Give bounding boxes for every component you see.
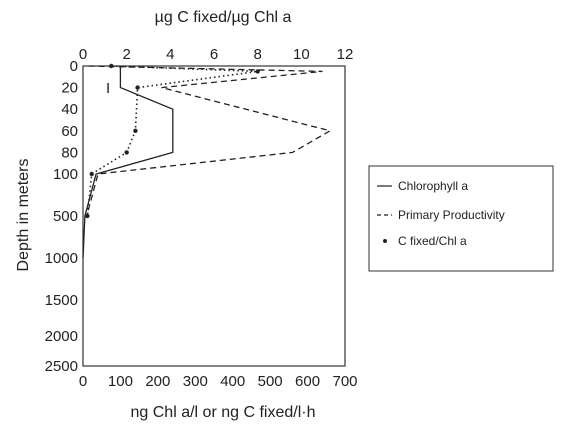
top-tick-label: 2 <box>122 46 130 63</box>
series-point <box>85 213 90 219</box>
depth-tick-label: 60 <box>61 123 78 140</box>
series-line-solid <box>82 66 174 259</box>
bottom-tick-labels: 0 100 200 300 400 500 600 700 <box>79 373 358 390</box>
top-tick-label: 10 <box>293 46 310 63</box>
annotation-mark: I <box>106 80 110 97</box>
legend-swatch-cfixed <box>383 239 387 243</box>
series-point <box>89 171 94 177</box>
series-point <box>135 85 140 90</box>
depth-tick-label: 40 <box>61 101 78 118</box>
left-axis-title: Depth in meters <box>15 159 32 272</box>
series-point <box>255 69 260 74</box>
bottom-tick-label: 400 <box>220 373 245 390</box>
bottom-tick-label: 200 <box>145 373 170 390</box>
depth-tick-label: 1500 <box>45 292 78 309</box>
bottom-tick-label: 600 <box>295 373 320 390</box>
legend: Chlorophyll a Primary Productivity C fix… <box>368 165 554 272</box>
bottom-tick-label: 700 <box>332 373 357 390</box>
depth-tick-label: 2500 <box>45 358 78 375</box>
depth-tick-labels: 0 20 40 60 80 100 500 1000 1500 2000 2500 <box>45 58 78 375</box>
top-tick-label: 0 <box>79 46 87 63</box>
top-tick-label: 12 <box>337 46 354 63</box>
legend-label-chlorophyll: Chlorophyll a <box>398 179 468 193</box>
depth-tick-label: 100 <box>53 166 78 183</box>
bottom-axis-title: ng Chl a/l or ng C fixed/l·h <box>131 404 316 421</box>
depth-tick-label: 20 <box>61 80 78 97</box>
legend-box <box>368 165 554 272</box>
top-tick-labels: 0 2 4 6 8 10 12 <box>79 46 354 63</box>
series-point <box>124 150 129 155</box>
top-tick-label: 4 <box>166 46 174 63</box>
plot-frame <box>82 65 346 367</box>
depth-tick-label: 0 <box>70 58 78 75</box>
bottom-tick-label: 100 <box>108 373 133 390</box>
depth-tick-label: 1000 <box>45 250 78 267</box>
top-tick-label: 8 <box>253 46 261 63</box>
bottom-tick-label: 500 <box>258 373 283 390</box>
top-axis-title: µg C fixed/µg Chl a <box>155 9 292 26</box>
bottom-tick-label: 0 <box>79 373 87 390</box>
series-point <box>109 63 114 69</box>
legend-label-cfixed: C fixed/Chl a <box>398 234 467 248</box>
series-point <box>133 128 138 133</box>
legend-label-productivity: Primary Productivity <box>398 208 505 222</box>
depth-tick-label: 2000 <box>45 328 78 345</box>
bottom-tick-label: 300 <box>183 373 208 390</box>
series-layer <box>82 63 332 259</box>
depth-tick-label: 500 <box>53 208 78 225</box>
top-tick-label: 6 <box>210 46 218 63</box>
series-line-dashed <box>86 65 332 217</box>
depth-tick-label: 80 <box>61 144 78 161</box>
